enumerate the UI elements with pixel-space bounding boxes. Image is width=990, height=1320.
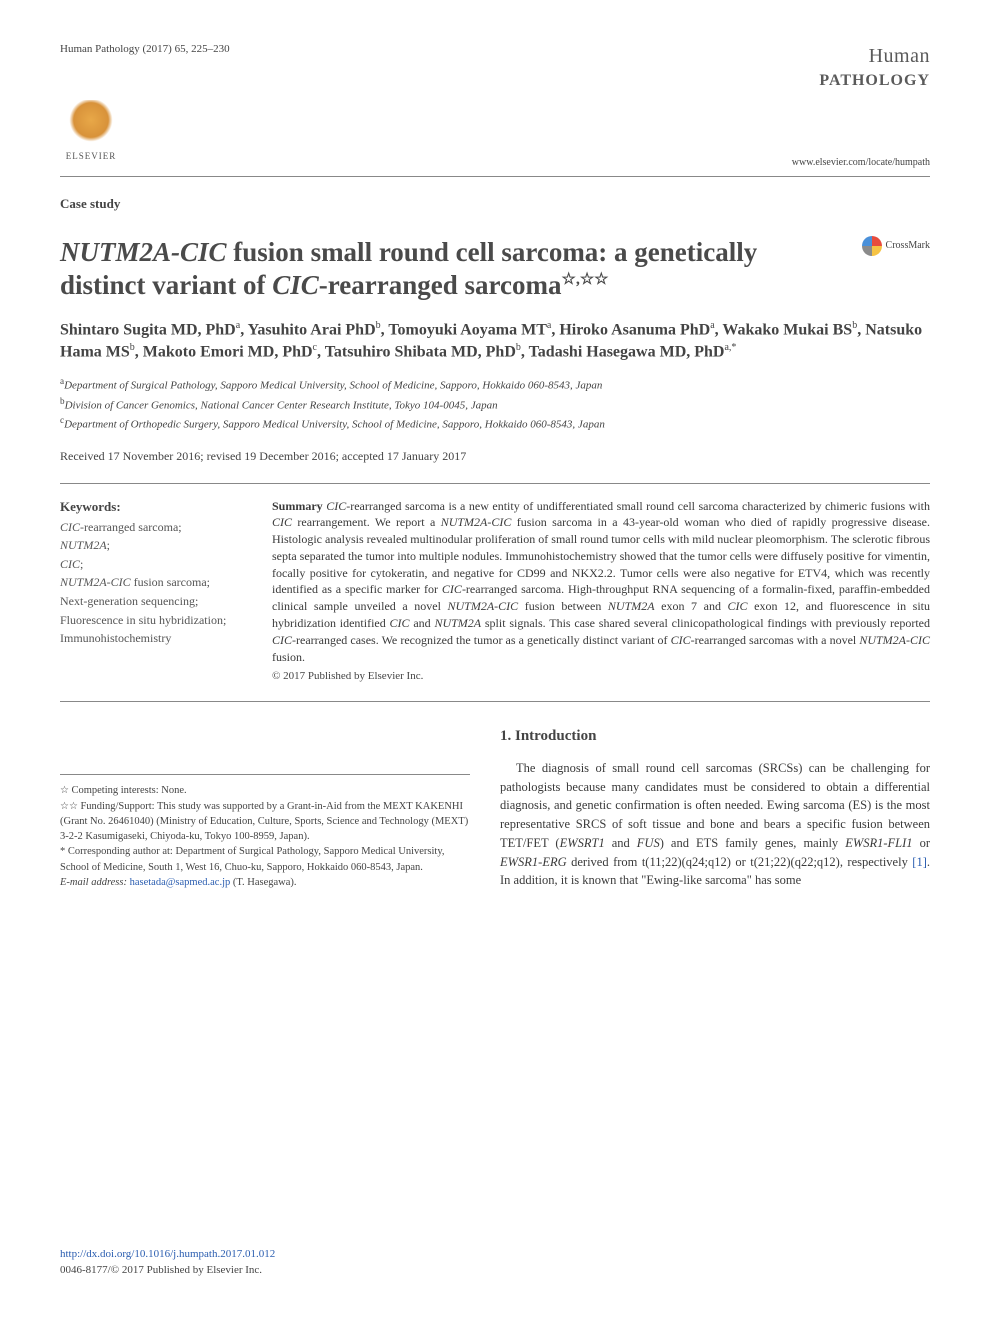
journal-subtitle: PATHOLOGY [819, 70, 930, 92]
footnote-corresponding: * Corresponding author at: Department of… [60, 844, 470, 874]
footnote-email: E-mail address: hasetada@sapmed.ac.jp (T… [60, 875, 470, 890]
title-row: NUTM2A-CIC fusion small round cell sarco… [60, 236, 930, 304]
keywords-heading: Keywords: [60, 498, 250, 516]
email-link[interactable]: hasetada@sapmed.ac.jp [130, 877, 231, 888]
crossmark-badge[interactable]: CrossMark [862, 236, 930, 256]
journal-name: Human [819, 42, 930, 70]
authors-list: Shintaro Sugita MD, PhDa, Yasuhito Arai … [60, 319, 930, 363]
affiliations: aDepartment of Surgical Pathology, Sappo… [60, 375, 930, 434]
doi-link[interactable]: http://dx.doi.org/10.1016/j.humpath.2017… [60, 1247, 275, 1262]
journal-url[interactable]: www.elsevier.com/locate/humpath [792, 156, 930, 170]
summary-text: Summary CIC-rearranged sarcoma is a new … [272, 498, 930, 666]
keywords-column: Keywords: CIC-rearranged sarcoma;NUTM2A;… [60, 498, 250, 685]
affiliation-a: aDepartment of Surgical Pathology, Sappo… [60, 375, 930, 395]
crossmark-label: CrossMark [886, 239, 930, 253]
left-column: ☆ Competing interests: None. ☆☆ Funding/… [60, 726, 470, 890]
logo-row: ELSEVIER www.elsevier.com/locate/humpath [60, 100, 930, 177]
right-column: 1. Introduction The diagnosis of small r… [500, 726, 930, 890]
page-footer: http://dx.doi.org/10.1016/j.humpath.2017… [60, 1247, 275, 1278]
main-columns: ☆ Competing interests: None. ☆☆ Funding/… [60, 726, 930, 890]
email-label: E-mail address: [60, 877, 127, 888]
footnote-funding: ☆☆ Funding/Support: This study was suppo… [60, 799, 470, 845]
footnote-competing: ☆ Competing interests: None. [60, 783, 470, 799]
footnotes: ☆ Competing interests: None. ☆☆ Funding/… [60, 774, 470, 890]
elsevier-logo: ELSEVIER [60, 100, 122, 170]
abstract-block: Keywords: CIC-rearranged sarcoma;NUTM2A;… [60, 498, 930, 701]
top-bar: Human Pathology (2017) 65, 225–230 Human… [60, 42, 930, 92]
affiliation-b: bDivision of Cancer Genomics, National C… [60, 395, 930, 415]
article-dates: Received 17 November 2016; revised 19 De… [60, 448, 930, 465]
elsevier-text: ELSEVIER [60, 150, 122, 163]
issn-copyright: 0046-8177/© 2017 Published by Elsevier I… [60, 1263, 275, 1278]
section-label: Case study [60, 195, 930, 213]
divider-top [60, 483, 930, 484]
title-footnote-marks: ☆,☆☆ [561, 271, 608, 288]
divider-bottom [60, 701, 930, 702]
title-text2: -rearranged sarcoma [319, 270, 562, 300]
elsevier-tree-icon [60, 100, 122, 150]
affiliation-c: cDepartment of Orthopedic Surgery, Sappo… [60, 414, 930, 434]
intro-body: The diagnosis of small round cell sarcom… [500, 759, 930, 890]
keywords-list: CIC-rearranged sarcoma;NUTM2A;CIC;NUTM2A… [60, 518, 250, 648]
summary-copyright: © 2017 Published by Elsevier Inc. [272, 669, 930, 684]
title-gene2: CIC [272, 270, 319, 300]
title-gene1: NUTM2A-CIC [60, 237, 227, 267]
email-suffix: (T. Hasegawa). [230, 877, 296, 888]
summary-column: Summary CIC-rearranged sarcoma is a new … [272, 498, 930, 685]
intro-heading: 1. Introduction [500, 726, 930, 747]
citation: Human Pathology (2017) 65, 225–230 [60, 42, 230, 57]
journal-masthead: Human PATHOLOGY [819, 42, 930, 92]
crossmark-icon [862, 236, 882, 256]
article-title: NUTM2A-CIC fusion small round cell sarco… [60, 236, 800, 304]
